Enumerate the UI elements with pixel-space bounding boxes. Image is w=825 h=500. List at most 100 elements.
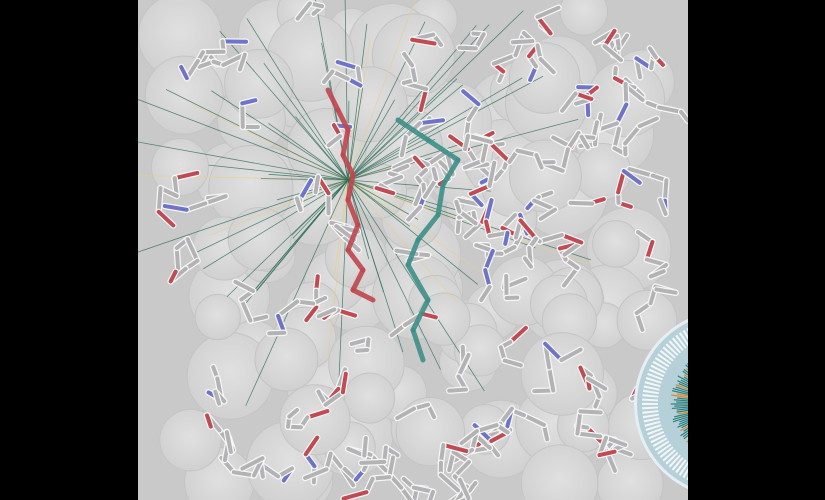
lipid-tail: [675, 386, 688, 392]
inset-overview-circle: [634, 310, 688, 498]
bond: [412, 488, 419, 500]
bond: [534, 153, 544, 170]
bond: [422, 177, 439, 199]
bond: [454, 199, 462, 214]
contact-line: [347, 0, 416, 181]
bond: [239, 297, 253, 323]
bond: [295, 1, 312, 21]
lipid-tail: [677, 375, 688, 383]
ligand-bond: [335, 107, 351, 133]
bond: [602, 44, 623, 63]
contact-line: [326, 179, 349, 239]
lipid-tail: [683, 427, 688, 432]
lipid-tail: [680, 379, 688, 385]
bond: [657, 105, 684, 114]
bond: [561, 265, 580, 288]
surface-blob: [227, 206, 292, 271]
bond: [560, 91, 578, 113]
contact-line: [291, 179, 349, 236]
bond: [456, 352, 471, 379]
ligand-bond: [440, 157, 461, 188]
bond: [287, 408, 300, 419]
lipid-tail: [673, 399, 688, 402]
ligand-bond: [350, 287, 376, 303]
lipid-tail: [672, 387, 688, 394]
inset-membrane-render: [642, 327, 688, 481]
contact-line: [347, 179, 478, 285]
bond: [387, 455, 396, 480]
ligand-bond: [405, 262, 431, 303]
bond: [487, 160, 497, 188]
bond: [484, 198, 494, 224]
bond: [467, 480, 478, 494]
bond: [616, 169, 626, 195]
surface-blob: [616, 289, 678, 351]
lipid-tail: [676, 393, 688, 397]
bond: [658, 197, 668, 216]
bond: [267, 330, 287, 336]
surface-blob: [254, 327, 319, 392]
bond: [585, 376, 608, 391]
bond: [237, 52, 247, 72]
bond: [612, 126, 621, 151]
lipid-tail: [671, 394, 688, 399]
lipid-tail: [678, 419, 688, 425]
bond: [156, 209, 176, 228]
bond: [322, 69, 335, 84]
bond: [648, 269, 666, 279]
bond: [418, 87, 429, 113]
bond: [483, 248, 495, 273]
ligand-bond: [425, 137, 461, 163]
bond: [224, 430, 233, 454]
bond: [679, 109, 688, 123]
bond: [518, 218, 539, 241]
lipid-tail: [674, 412, 688, 418]
bond: [203, 194, 228, 206]
bond: [303, 467, 329, 480]
bond: [406, 205, 423, 222]
contact-line: [208, 164, 349, 181]
contact-line: [246, 18, 349, 181]
lipid-tail: [677, 421, 688, 428]
bond: [461, 89, 481, 107]
contact-line: [344, 0, 349, 181]
bond: [374, 186, 396, 196]
bond: [410, 37, 437, 46]
contact-line: [245, 179, 349, 407]
bond: [420, 311, 438, 320]
bond: [565, 130, 581, 152]
bond: [490, 143, 512, 164]
bond: [614, 102, 629, 126]
bond: [579, 134, 590, 150]
contact-line: [347, 10, 524, 181]
contact-line: [347, 99, 396, 181]
contact-line: [347, 84, 464, 181]
lipid-tail: [681, 423, 688, 429]
bond: [468, 183, 492, 196]
surface-blob: [194, 293, 241, 341]
bond: [205, 413, 213, 429]
ligand-bond: [345, 247, 366, 273]
ligand-bond: [435, 182, 446, 218]
molecule-viewport[interactable]: [138, 0, 688, 500]
bond: [575, 409, 583, 436]
contact-line: [347, 21, 426, 181]
bond: [185, 237, 200, 263]
lipid-tail: [682, 370, 688, 376]
bond: [508, 325, 528, 345]
bond: [294, 196, 303, 212]
bond: [604, 435, 628, 447]
contact-line: [347, 23, 368, 181]
bond: [538, 57, 556, 75]
bond: [463, 219, 485, 239]
ligand-bond: [340, 152, 356, 178]
ligand-red: [325, 87, 376, 303]
bond: [313, 174, 321, 195]
ligand-bond: [415, 212, 441, 243]
contact-line: [203, 179, 349, 270]
surface-blob: [508, 42, 581, 114]
bond: [168, 269, 178, 284]
bond: [304, 305, 319, 323]
lipid-tail: [672, 416, 688, 423]
